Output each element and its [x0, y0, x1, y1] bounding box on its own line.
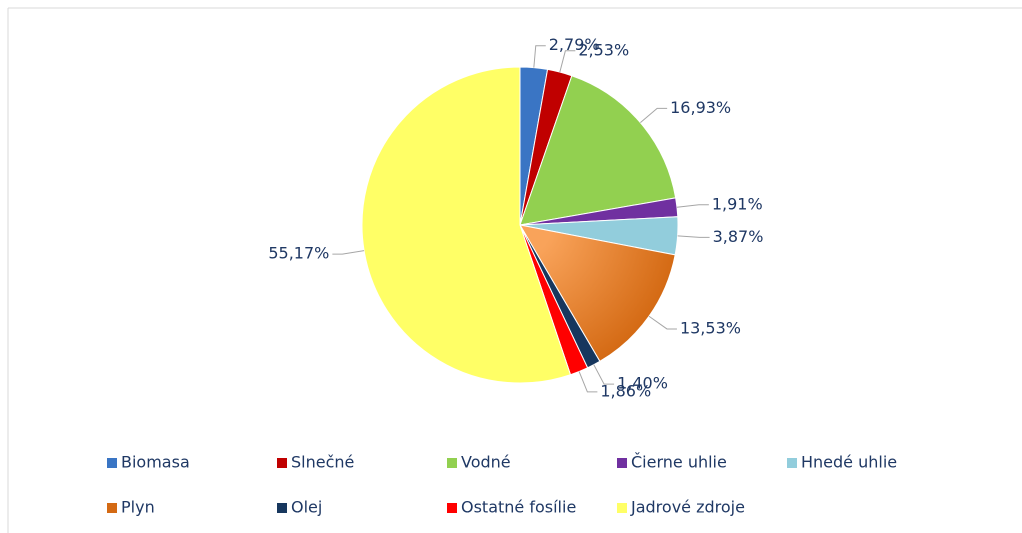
legend-label: Čierne uhlie: [631, 453, 727, 472]
legend-label: Jadrové zdroje: [630, 498, 745, 517]
data-label: 2,79%: [549, 35, 600, 54]
pie-slice: [519, 75, 677, 226]
leader-line: [578, 371, 598, 393]
leader-line: [593, 364, 615, 385]
data-label: 55,17%: [268, 244, 329, 263]
legend-label: Vodné: [461, 453, 511, 472]
data-label: 1,86%: [600, 381, 651, 400]
legend-swatch: [447, 503, 457, 513]
legend-swatch: [107, 503, 117, 513]
legend-label: Hnedé uhlie: [801, 453, 897, 472]
leader-line: [677, 235, 710, 238]
legend-swatch: [277, 503, 287, 513]
leader-line: [533, 45, 546, 68]
legend-label: Plyn: [121, 498, 155, 517]
legend-swatch: [277, 458, 287, 468]
pie-slice: [361, 66, 572, 384]
leader-line: [559, 50, 576, 73]
legend-label: Slnečné: [291, 453, 354, 472]
legend-label: Ostatné fosílie: [461, 498, 576, 517]
legend-swatch: [107, 458, 117, 468]
legend-label: Olej: [291, 498, 322, 517]
leader-line: [332, 250, 365, 255]
data-label: 1,91%: [712, 194, 763, 213]
data-label: 16,93%: [670, 98, 731, 117]
leader-line: [640, 107, 668, 124]
legend-swatch: [617, 458, 627, 468]
data-label: 2,53%: [578, 40, 629, 59]
legend-label: Biomasa: [121, 453, 190, 472]
leader-line: [648, 315, 677, 330]
legend-swatch: [617, 503, 627, 513]
data-label: 3,87%: [713, 227, 764, 246]
legend-swatch: [447, 458, 457, 468]
legend-swatch: [787, 458, 797, 468]
data-label: 1,40%: [617, 374, 668, 393]
leader-line: [676, 204, 709, 208]
pie-slice: [519, 224, 676, 363]
data-label: 13,53%: [680, 318, 741, 337]
